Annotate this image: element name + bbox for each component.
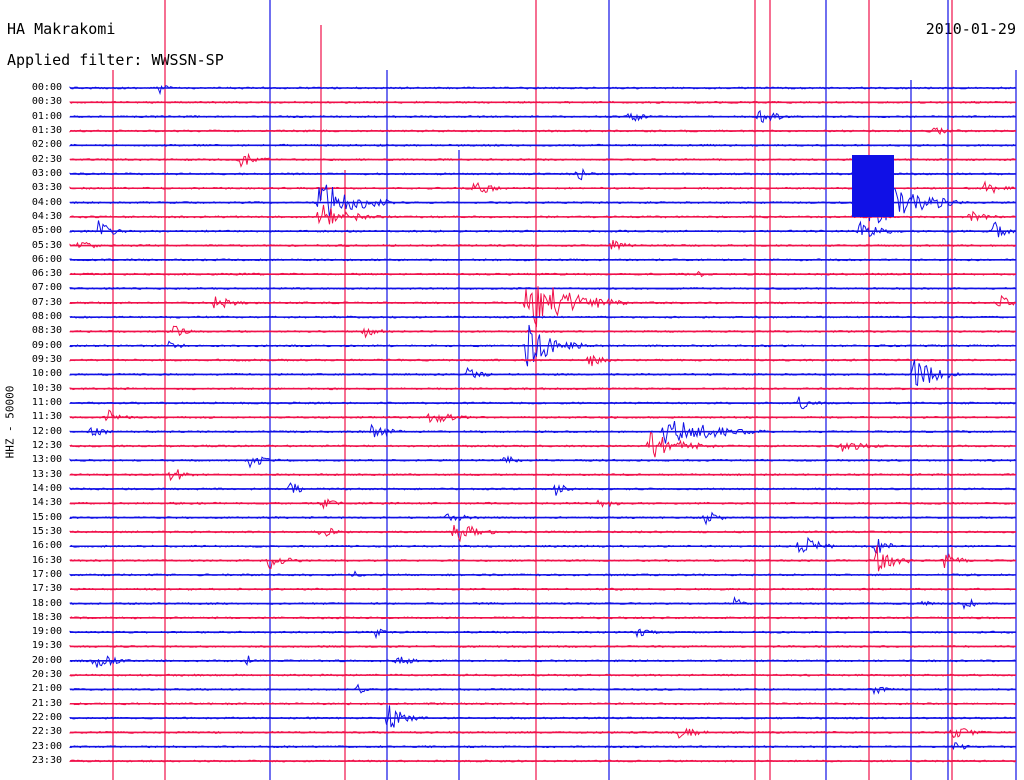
time-label: 06:30 [31,268,62,280]
time-label: 08:30 [31,325,62,337]
time-label: 09:00 [31,339,62,351]
time-label: 02:30 [31,153,62,165]
time-label: 23:00 [31,740,62,752]
time-label: 15:30 [31,525,62,537]
trace-line [69,545,1016,572]
time-label: 01:30 [31,124,62,136]
time-label: 00:00 [31,82,62,93]
trace-line [69,239,1016,251]
time-label: 18:00 [31,597,62,609]
time-label: 03:00 [31,167,62,179]
time-label: 13:30 [31,468,62,480]
time-label: 19:30 [31,640,62,652]
time-label: 16:00 [31,540,62,552]
time-label: 08:00 [31,311,62,323]
time-label: 20:00 [31,654,62,666]
time-label: 05:30 [31,239,62,251]
time-label: 18:30 [31,611,62,623]
trace-line [69,705,1016,728]
trace-line [69,727,1016,739]
time-label: 14:30 [31,497,62,509]
time-label: 07:30 [31,296,62,308]
time-label: 23:30 [31,755,62,767]
time-label: 10:30 [31,382,62,394]
tremor-block [852,155,894,217]
time-label: 06:00 [31,253,62,265]
trace-line [69,431,1016,458]
time-label: 04:00 [31,196,62,208]
filter-label: Applied filter: WWSSN-SP [7,51,224,69]
time-label: 04:30 [31,210,62,222]
trace-line [69,628,1015,640]
time-label: 09:30 [31,354,62,366]
time-label: 03:30 [31,182,62,194]
time-label: 00:30 [31,96,62,108]
time-label: 16:30 [31,554,62,566]
time-label: 11:00 [31,397,62,409]
time-label: 07:00 [31,282,62,294]
time-label: 12:30 [31,440,62,451]
time-label: 02:00 [31,139,62,151]
trace-line [69,85,1016,96]
station-title: HA Makrakomi [7,20,116,38]
time-label: 13:00 [31,454,62,466]
time-label: 19:00 [31,626,62,638]
time-label: 14:00 [31,482,62,494]
time-label: 22:30 [31,726,62,738]
trace-line [69,220,1016,238]
time-label: 10:00 [31,368,62,380]
trace-line [69,359,1016,387]
trace-line [69,409,1016,424]
time-label: 22:00 [31,712,62,724]
time-label: 20:30 [31,669,62,681]
trace-line [69,742,1016,751]
time-label: 17:00 [31,568,62,580]
trace-line [69,455,1016,469]
time-label: 17:30 [31,583,62,595]
trace-line [69,354,1016,367]
time-label: 12:00 [31,425,62,437]
time-label: 11:30 [31,411,62,423]
time-axis: 00:00 00:30 01:00 01:30 02:00 02:30 03:00 03:30… [0,0,70,780]
time-label: 01:00 [31,110,62,122]
trace-line [69,525,1016,543]
time-label: 21:30 [31,697,62,709]
time-label: 21:00 [31,683,62,695]
time-label: 15:00 [31,511,62,523]
time-label: 05:00 [31,225,62,237]
trace-line [69,286,1016,328]
